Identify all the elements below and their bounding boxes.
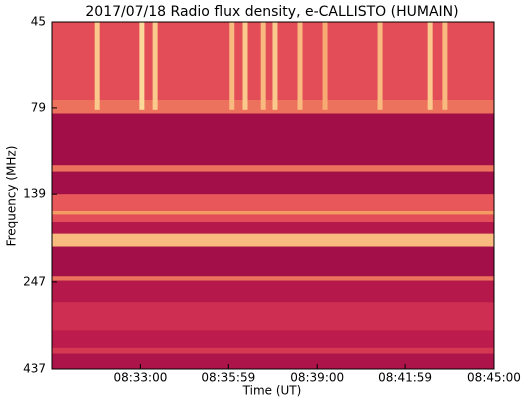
- y-tick-label: 139: [23, 187, 46, 201]
- y-tick-label: 437: [23, 362, 46, 376]
- y-tick-label: 247: [23, 274, 46, 288]
- x-tick-label: 08:39:00: [290, 371, 344, 385]
- y-axis-label: Frequency (MHz): [5, 146, 19, 247]
- radio-burst: [152, 22, 158, 110]
- plot-area: [52, 22, 494, 369]
- radio-burst: [260, 22, 266, 110]
- frequency-band: [52, 276, 494, 281]
- frequency-band: [52, 222, 494, 234]
- frequency-band: [52, 233, 494, 247]
- frequency-band: [52, 171, 494, 195]
- radio-burst: [297, 22, 303, 110]
- frequency-band: [52, 194, 494, 211]
- y-tick-label: 79: [31, 100, 46, 114]
- radio-burst: [139, 22, 145, 110]
- x-tick-label: 08:41:59: [378, 371, 432, 385]
- radio-burst: [377, 22, 383, 110]
- x-tick-label: 08:45:00: [467, 371, 521, 385]
- x-tick-label: 08:33:00: [113, 371, 167, 385]
- radio-burst: [242, 22, 248, 110]
- radio-burst: [272, 22, 278, 110]
- frequency-band: [52, 330, 494, 348]
- frequency-band: [52, 246, 494, 277]
- frequency-band: [52, 165, 494, 172]
- frequency-band: [52, 210, 494, 215]
- chart-title: 2017/07/18 Radio flux density, e-CALLIST…: [85, 4, 458, 20]
- radio-burst: [94, 22, 100, 110]
- y-tick-label: 45: [31, 15, 46, 29]
- frequency-band: [52, 113, 494, 166]
- frequency-band: [52, 280, 494, 303]
- radio-burst: [442, 22, 448, 110]
- frequency-band: [52, 353, 494, 369]
- radio-burst: [229, 22, 235, 110]
- frequency-band: [52, 214, 494, 223]
- x-axis-label: Time (UT): [242, 384, 302, 398]
- frequency-band: [52, 302, 494, 331]
- radio-burst: [322, 22, 328, 110]
- radio-burst: [427, 22, 433, 110]
- x-tick-label: 08:35:59: [201, 371, 255, 385]
- plot-frame: [51, 21, 495, 370]
- frequency-band: [52, 347, 494, 354]
